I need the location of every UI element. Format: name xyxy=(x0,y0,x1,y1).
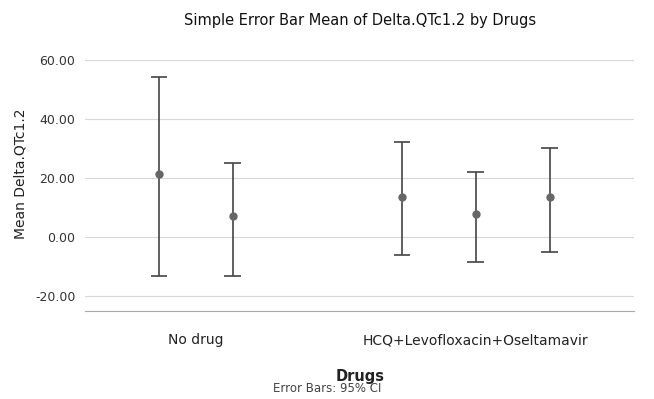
Text: Error Bars: 95% CI: Error Bars: 95% CI xyxy=(273,382,381,395)
Text: Drugs: Drugs xyxy=(336,369,384,384)
Title: Simple Error Bar Mean of Delta.QTc1.2 by Drugs: Simple Error Bar Mean of Delta.QTc1.2 by… xyxy=(184,13,536,28)
Text: HCQ+Levofloxacin+Oseltamavir: HCQ+Levofloxacin+Oseltamavir xyxy=(363,333,589,347)
Text: No drug: No drug xyxy=(168,333,224,347)
Y-axis label: Mean Delta.QTc1.2: Mean Delta.QTc1.2 xyxy=(14,108,28,239)
